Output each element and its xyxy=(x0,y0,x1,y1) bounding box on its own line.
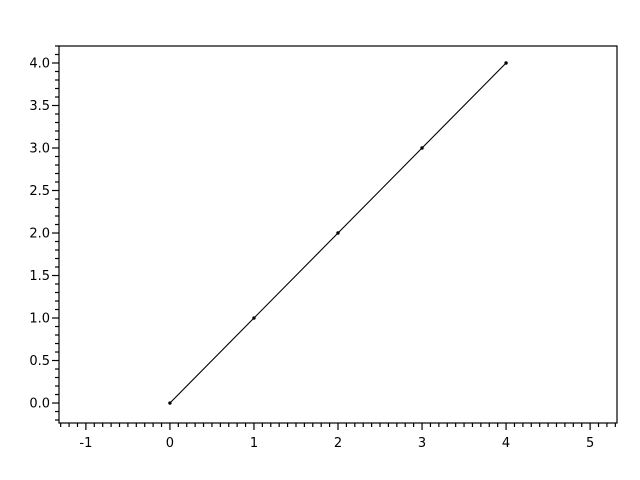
data-point-marker xyxy=(504,61,508,65)
y-axis-tick-label: 3.5 xyxy=(29,99,50,114)
x-axis-tick-label: 3 xyxy=(418,436,426,451)
y-axis-tick-label: 1.0 xyxy=(29,312,50,327)
data-point-marker xyxy=(336,231,340,235)
y-axis-tick-label: 0.0 xyxy=(29,397,50,412)
x-axis-tick-label: 1 xyxy=(250,436,258,451)
x-axis-tick-label: 2 xyxy=(334,436,342,451)
y-axis-tick-label: 3.0 xyxy=(29,142,50,157)
y-axis-tick-label: 1.5 xyxy=(29,269,50,284)
x-axis-tick-label: -1 xyxy=(79,436,92,451)
x-axis-tick-label: 5 xyxy=(586,436,594,451)
data-point-marker xyxy=(420,146,424,150)
y-axis-tick-label: 4.0 xyxy=(29,57,50,72)
data-point-marker xyxy=(168,401,172,405)
y-axis-tick-label: 2.0 xyxy=(29,227,50,242)
y-axis-tick-label: 2.5 xyxy=(29,184,50,199)
data-point-marker xyxy=(252,316,256,320)
y-axis-tick-label: 0.5 xyxy=(29,354,50,369)
x-axis-tick-label: 0 xyxy=(166,436,174,451)
x-axis-tick-label: 4 xyxy=(502,436,510,451)
